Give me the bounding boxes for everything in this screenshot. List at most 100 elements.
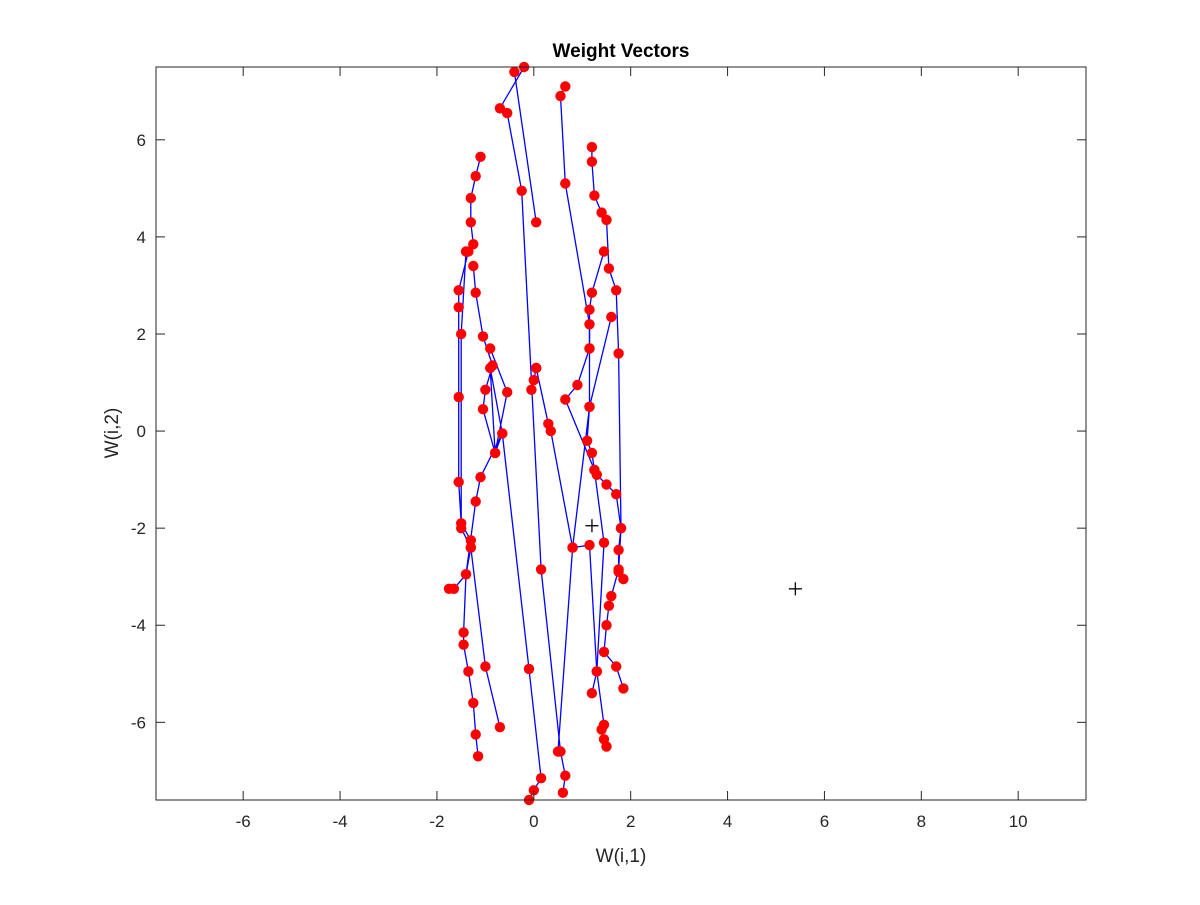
weight-point-6-7 [586, 447, 598, 459]
marker-layer [443, 61, 629, 806]
series-layer [449, 66, 625, 801]
weight-point-7-14 [611, 661, 622, 672]
weight-point-6-11 [611, 489, 622, 500]
y-tick-label: 0 [137, 422, 146, 441]
weight-point-7-3 [596, 207, 607, 218]
series-line-0 [513, 71, 537, 223]
x-tick-label: 4 [723, 812, 732, 831]
weight-point-2-17 [468, 697, 479, 709]
weight-point-0-0 [509, 66, 520, 78]
cross-marker-1 [788, 582, 802, 596]
x-tick-label: -4 [333, 812, 348, 831]
weight-point-10-2 [545, 425, 556, 437]
cross-marker-0 [585, 519, 599, 533]
weight-point-8-5 [560, 394, 571, 405]
series-line-8 [564, 251, 605, 694]
weight-point-3-5 [477, 404, 489, 415]
weight-point-6-10 [601, 479, 612, 490]
weight-point-3-12 [443, 583, 455, 594]
x-tick-label: 2 [626, 812, 635, 831]
x-tick-label: 10 [1009, 812, 1028, 831]
weight-point-10-7 [596, 724, 607, 735]
x-tick-label: 8 [917, 812, 926, 831]
y-axis-label: W(i,2) [102, 408, 123, 459]
weight-point-7-12 [601, 620, 612, 631]
weight-point-2-4 [468, 239, 479, 250]
weight-point-7-5 [603, 263, 615, 274]
weight-point-2-0 [475, 151, 486, 162]
series-line-5 [460, 251, 501, 728]
chart-title: Weight Vectors [553, 41, 690, 62]
weight-point-7-1 [586, 156, 598, 167]
x-tick-label: -2 [429, 812, 444, 831]
weight-point-3-2 [477, 331, 489, 342]
weight-point-2-9 [453, 476, 464, 488]
weight-point-5-5 [494, 722, 506, 733]
weight-point-2-6 [453, 285, 464, 296]
weight-point-2-19 [472, 751, 484, 762]
weight-point-7-0 [586, 141, 598, 153]
weight-point-3-1 [470, 287, 481, 298]
weight-point-7-15 [618, 683, 629, 694]
plot-area [156, 67, 1086, 800]
weight-point-5-4 [480, 661, 491, 672]
weight-point-4-6 [535, 773, 547, 784]
weight-point-2-7 [453, 302, 464, 313]
weight-point-11-1 [528, 374, 539, 386]
weight-point-2-2 [465, 192, 476, 204]
weight-point-8-0 [598, 246, 610, 257]
weight-point-6-1 [555, 90, 566, 102]
weight-point-2-14 [458, 627, 469, 638]
y-tick-label: 4 [137, 228, 146, 247]
weight-point-7-13 [598, 646, 610, 658]
x-tick-label: -6 [236, 812, 251, 831]
weight-point-6-0 [560, 81, 571, 92]
weight-point-2-11 [465, 535, 476, 546]
weight-point-8-4 [572, 379, 583, 391]
weight-point-7-9 [613, 564, 624, 575]
weight-point-6-13 [613, 544, 624, 556]
y-tick-label: -2 [131, 519, 146, 538]
weight-point-2-3 [465, 217, 476, 228]
weight-point-1-2 [502, 107, 513, 119]
weight-point-3-10 [460, 569, 472, 580]
weight-point-4-1 [502, 387, 513, 398]
weight-point-10-9 [601, 741, 612, 752]
weight-point-8-3 [584, 343, 595, 354]
weight-point-7-10 [606, 590, 617, 602]
y-tick-label: 2 [137, 325, 146, 344]
weight-point-5-2 [456, 523, 467, 534]
x-tick-label: 6 [820, 812, 829, 831]
weight-point-0-1 [531, 217, 542, 228]
weight-point-6-2 [560, 178, 571, 189]
weight-point-4-7 [528, 785, 539, 796]
weight-point-9-1 [584, 401, 595, 412]
weight-point-5-0 [460, 246, 472, 257]
weight-point-3-9 [470, 496, 481, 507]
weight-point-1-7 [557, 787, 569, 798]
weight-point-7-7 [613, 348, 624, 359]
series-line-9 [557, 316, 612, 752]
x-axis-label: W(i,1) [596, 846, 647, 867]
weight-point-6-15 [618, 573, 629, 585]
weight-point-2-16 [463, 666, 474, 677]
weight-point-2-15 [458, 639, 469, 650]
weight-point-7-2 [589, 190, 600, 201]
weight-point-7-4 [601, 214, 612, 226]
weight-point-10-3 [567, 542, 578, 553]
weight-point-7-6 [611, 285, 622, 296]
cross-layer [585, 519, 802, 596]
weight-point-11-2 [531, 362, 542, 374]
y-tick-label: -4 [131, 616, 146, 635]
weight-point-3-8 [475, 472, 486, 483]
weight-point-3-0 [468, 260, 479, 272]
y-tick-label: -6 [131, 713, 146, 732]
weight-point-10-5 [591, 666, 602, 677]
weight-point-4-4 [497, 428, 508, 439]
weight-point-8-1 [586, 287, 598, 298]
weight-point-4-2 [489, 447, 501, 459]
weight-point-10-4 [584, 539, 595, 551]
weight-point-7-8 [615, 523, 627, 534]
